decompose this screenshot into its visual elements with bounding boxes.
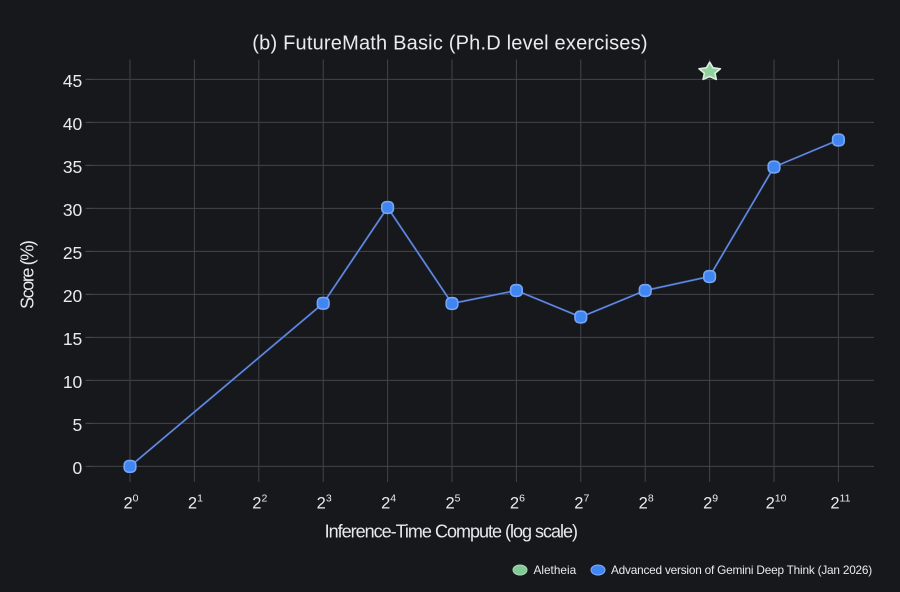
svg-text:10: 10: [63, 372, 83, 392]
svg-text:Aletheia: Aletheia: [534, 563, 577, 577]
svg-text:30: 30: [63, 200, 83, 220]
svg-text:(b) FutureMath Basic (Ph.D lev: (b) FutureMath Basic (Ph.D level exercis…: [252, 33, 647, 55]
svg-text:40: 40: [63, 114, 83, 134]
svg-text:Inference-Time Compute (log sc: Inference-Time Compute (log scale): [325, 522, 577, 542]
svg-text:45: 45: [63, 71, 82, 91]
svg-text:25: 25: [63, 243, 82, 263]
svg-text:15: 15: [63, 329, 82, 349]
svg-text:0: 0: [72, 458, 82, 478]
svg-text:5: 5: [72, 415, 82, 435]
svg-text:20: 20: [63, 286, 83, 306]
svg-text:Advanced version of Gemini Dee: Advanced version of Gemini Deep Think (J…: [611, 563, 872, 577]
svg-text:35: 35: [63, 157, 82, 177]
svg-text:Score (%): Score (%): [18, 241, 38, 309]
